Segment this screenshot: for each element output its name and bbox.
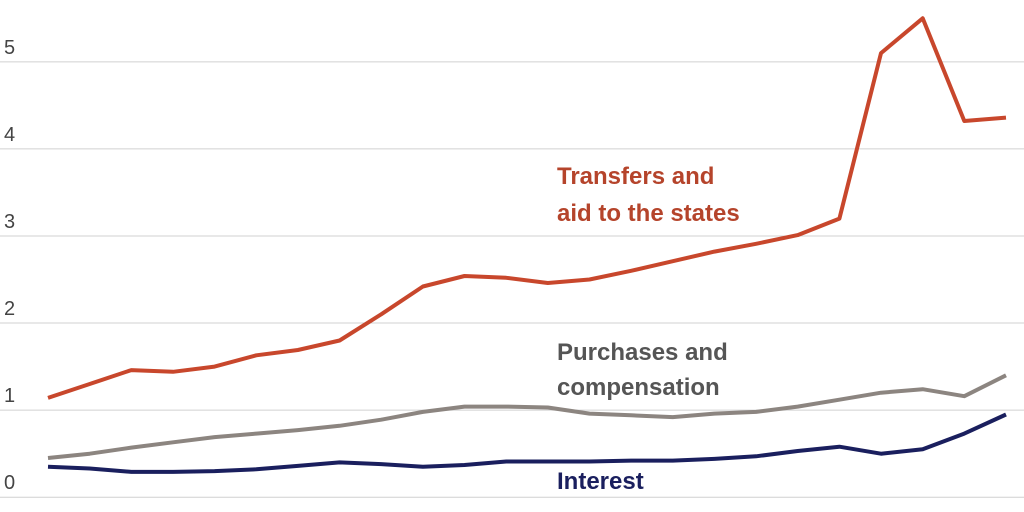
series-line: [47, 16, 1007, 400]
y-tick-label: 0: [4, 472, 15, 494]
series-label: Purchases and: [557, 339, 728, 366]
y-tick-label: 2: [4, 298, 15, 320]
y-tick-label: 1: [4, 385, 15, 407]
y-tick-label: 4: [4, 124, 15, 146]
series-label: Transfers and: [557, 163, 714, 190]
series-line: [47, 412, 1007, 474]
series-label: aid to the states: [557, 200, 740, 227]
series-label: compensation: [557, 374, 720, 401]
series-line: [47, 373, 1007, 460]
y-tick-label: 3: [4, 211, 15, 233]
y-tick-label: 5: [4, 37, 15, 59]
series-label: Interest: [557, 468, 644, 495]
